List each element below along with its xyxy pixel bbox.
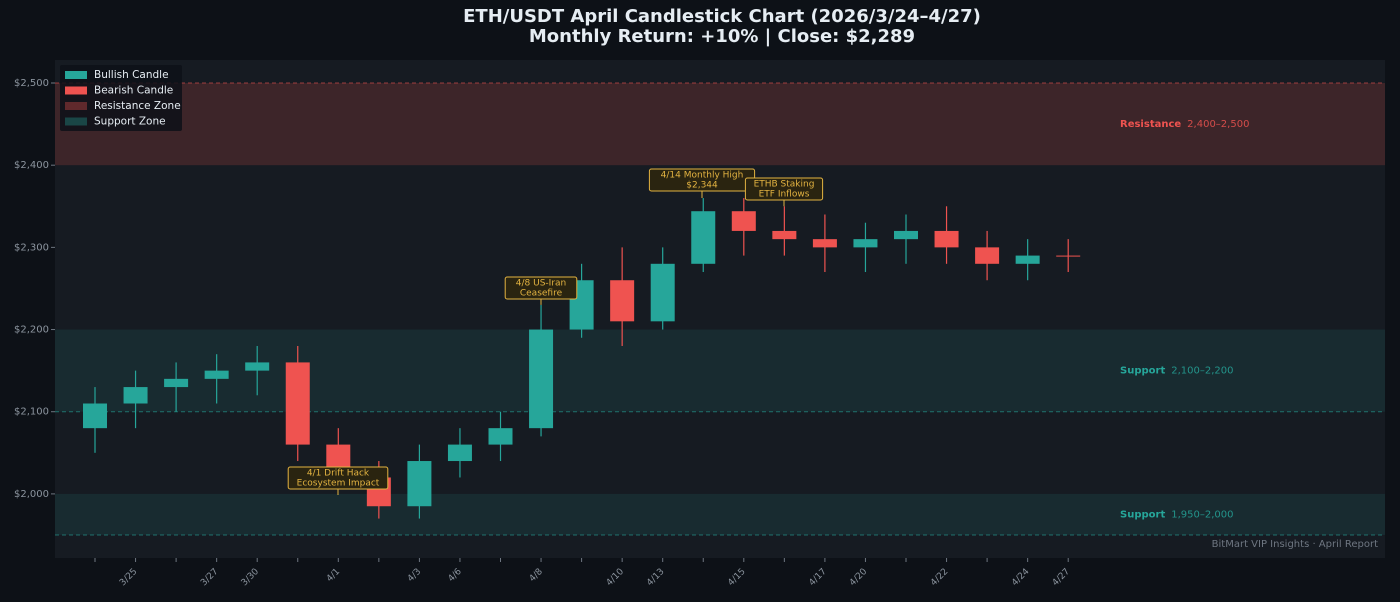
zone-range: 2,400–2,500 xyxy=(1187,119,1249,130)
zone xyxy=(55,83,1385,166)
legend-swatch xyxy=(65,117,87,126)
candle-body xyxy=(894,230,918,240)
y-tick-label: $2,100 xyxy=(14,407,49,418)
zone-label: Support 2,100–2,200 xyxy=(1120,366,1234,377)
candle-body xyxy=(853,239,878,248)
zone-name: Resistance xyxy=(1120,119,1181,130)
legend-label: Resistance Zone xyxy=(94,100,181,112)
watermark: BitMart VIP Insights · April Report xyxy=(1212,539,1378,550)
candle-body xyxy=(610,280,635,322)
zone xyxy=(55,493,1385,535)
legend-swatch xyxy=(65,102,87,110)
candle-body xyxy=(326,444,351,470)
candle-body xyxy=(285,362,310,445)
legend-label: Bearish Candle xyxy=(94,85,173,97)
candle-body xyxy=(204,370,229,379)
legend-swatch xyxy=(65,86,87,95)
candle-body xyxy=(975,247,1000,264)
y-tick-label: $2,200 xyxy=(14,325,49,336)
annotation-box xyxy=(504,276,578,300)
candle-body xyxy=(447,444,472,462)
annotation-text: 4/14 Monthly High xyxy=(661,171,744,181)
annotation-text: ETHB Staking xyxy=(754,180,815,190)
legend-swatch xyxy=(65,71,87,79)
zone-label: Resistance 2,400–2,500 xyxy=(1120,119,1249,130)
zone-name: Support xyxy=(1120,366,1165,377)
annotation-text: ETF Inflows xyxy=(759,190,810,200)
zone-range: 2,100–2,200 xyxy=(1171,366,1233,377)
candle-body xyxy=(529,329,554,429)
annotation-text: 4/8 US-Iran xyxy=(516,279,566,289)
legend-label: Bullish Candle xyxy=(94,69,169,81)
chart-subtitle: Monthly Return: +10% | Close: $2,289 xyxy=(529,26,915,47)
candle-body xyxy=(407,461,432,507)
candle-body xyxy=(164,378,189,388)
annotation-box xyxy=(744,177,824,201)
zone xyxy=(55,329,1385,412)
annotation-text: Ceasefire xyxy=(520,289,563,299)
candle-body xyxy=(772,230,797,240)
zone-range: 1,950–2,000 xyxy=(1171,509,1233,520)
candle-body xyxy=(488,428,513,445)
zone-label: Support 1,950–2,000 xyxy=(1120,509,1234,520)
candle-body xyxy=(123,387,148,404)
legend-label: Support Zone xyxy=(94,116,166,128)
candle-body xyxy=(812,239,837,248)
candle-body xyxy=(1056,255,1081,257)
candle-body xyxy=(83,403,107,429)
legend-box xyxy=(60,65,182,131)
annotation-text: Ecosystem Impact xyxy=(297,479,380,489)
annotation-box xyxy=(287,466,389,490)
plot-area xyxy=(55,60,1385,558)
candle-body xyxy=(934,230,959,248)
y-tick-label: $2,500 xyxy=(14,78,49,89)
candle-body xyxy=(731,211,756,231)
candle-body xyxy=(650,263,675,322)
y-tick-label: $2,300 xyxy=(14,242,49,253)
candle-body xyxy=(1015,255,1040,264)
candle-body xyxy=(245,362,270,371)
annotation-text: 4/1 Drift Hack xyxy=(307,469,370,479)
candle-body xyxy=(691,211,716,264)
y-tick-label: $2,400 xyxy=(14,160,49,171)
y-tick-label: $2,000 xyxy=(14,489,49,500)
chart-title: ETH/USDT April Candlestick Chart (2026/3… xyxy=(463,6,981,27)
annotation-text: $2,344 xyxy=(686,181,718,191)
zone-name: Support xyxy=(1120,509,1165,520)
